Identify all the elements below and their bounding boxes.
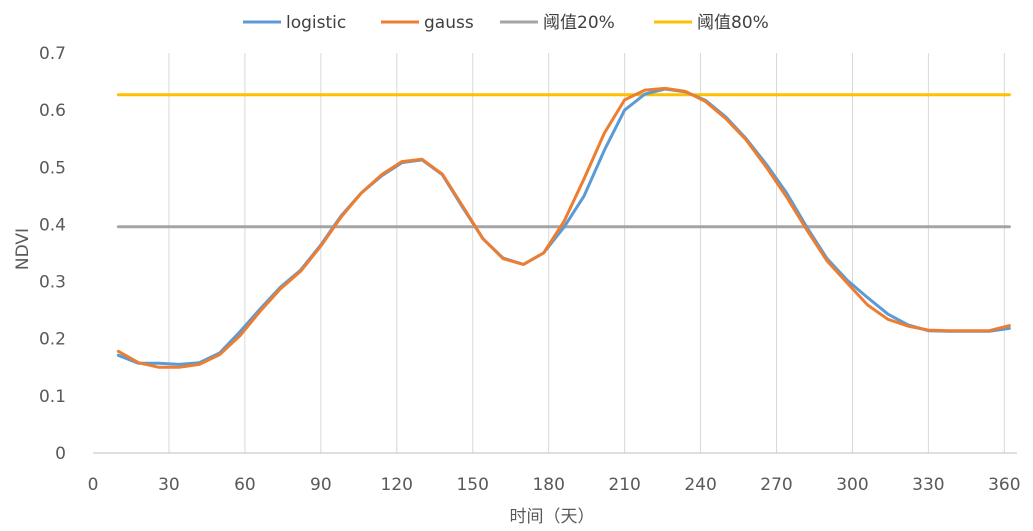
chart-legend: logistic gauss 阈值20% 阈值80% (243, 13, 769, 33)
x-tick-label: 330 (912, 475, 944, 495)
x-axis-ticks: 0 30 60 90 120 150 180 210 240 270 300 330 360 (88, 475, 1021, 495)
chart-gridlines (168, 53, 1005, 453)
x-tick-label: 30 (158, 475, 180, 495)
y-tick-label: 0.4 (39, 215, 66, 235)
y-axis-title: NDVI (13, 228, 33, 270)
series-line-1 (116, 86, 1011, 369)
y-tick-label: 0.1 (39, 387, 66, 407)
x-tick-label: 0 (88, 475, 99, 495)
legend-item: 阈值20% (500, 13, 615, 33)
x-axis-title: 时间（天） (510, 507, 595, 527)
legend-label: logistic (286, 13, 346, 33)
legend-item: 阈值80% (654, 13, 769, 33)
y-tick-label: 0.6 (39, 101, 66, 121)
x-tick-label: 210 (608, 475, 640, 495)
legend-label: gauss (424, 13, 474, 33)
y-tick-label: 0.7 (39, 44, 66, 64)
y-axis-ticks: 0 0.1 0.2 0.3 0.4 0.5 0.6 0.7 (39, 44, 66, 464)
x-tick-label: 360 (988, 475, 1020, 495)
x-tick-label: 90 (310, 475, 332, 495)
y-tick-label: 0.5 (39, 158, 66, 178)
y-tick-label: 0.3 (39, 273, 66, 293)
x-tick-label: 60 (234, 475, 256, 495)
legend-item: gauss (381, 13, 474, 33)
legend-label: 阈值80% (697, 13, 769, 33)
y-tick-label: 0.2 (39, 330, 66, 350)
chart-series (116, 86, 1011, 369)
legend-label: 阈值20% (543, 13, 615, 33)
y-tick-label: 0 (55, 444, 66, 464)
x-tick-label: 300 (836, 475, 868, 495)
x-tick-label: 180 (532, 475, 564, 495)
x-tick-label: 120 (381, 475, 413, 495)
x-tick-label: 240 (684, 475, 716, 495)
x-tick-label: 270 (760, 475, 792, 495)
x-tick-label: 150 (456, 475, 488, 495)
legend-item: logistic (243, 13, 346, 33)
